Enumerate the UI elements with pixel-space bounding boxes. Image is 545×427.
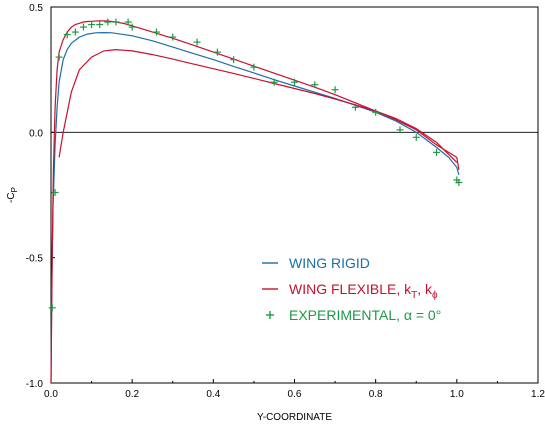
experimental-point (291, 78, 298, 86)
legend-label-flexible-sub2: ϕ (432, 290, 438, 301)
x-axis-ticks: 0.0 0.2 0.4 0.6 0.8 1.0 1.2 (44, 379, 545, 400)
legend-label-flexible-main: WING FLEXIBLE, k (289, 281, 412, 297)
y-tick-label: -1.0 (26, 379, 44, 390)
experimental-point (270, 78, 278, 86)
series-rigid-line (50, 31, 460, 384)
y-axis-title-sub: P (10, 187, 19, 192)
experimental-point (311, 81, 319, 89)
x-tick-label: 0.4 (206, 389, 220, 400)
experimental-point (230, 56, 238, 64)
experimental-point (71, 28, 79, 36)
legend-label-flexible-sep: , k (417, 281, 433, 297)
plot-frame (50, 6, 539, 384)
experimental-point (193, 38, 201, 46)
x-tick-label: 0.2 (125, 389, 139, 400)
x-tick-label: 0.8 (369, 389, 383, 400)
experimental-point (169, 33, 177, 41)
x-tick-label: 1.2 (531, 389, 545, 400)
x-axis-title: Y-COORDINATE (257, 412, 332, 423)
experimental-point (433, 148, 441, 156)
y-tick-label: 0.0 (29, 128, 43, 139)
legend-label-rigid: WING RIGID (289, 255, 370, 271)
experimental-point (128, 23, 136, 31)
experimental-point (250, 63, 258, 71)
experimental-point (48, 304, 56, 312)
y-tick-label: 0.5 (29, 3, 43, 14)
experimental-point (412, 133, 420, 141)
experimental-point (331, 86, 339, 94)
series-flexible-lower-line (58, 48, 458, 163)
legend-item-rigid: WING RIGID (262, 255, 370, 271)
experimental-point (153, 28, 161, 36)
experimental-point (104, 18, 112, 26)
y-tick-label: -0.5 (26, 254, 44, 265)
x-tick-label: 0.0 (44, 389, 58, 400)
experimental-point (213, 48, 221, 56)
y-axis-title-main: -C (6, 192, 17, 203)
legend-label-flexible: WING FLEXIBLE, kT, kϕ (289, 281, 438, 301)
legend-marker-experimental (266, 311, 274, 319)
legend-label-flexible-sub1: T (411, 290, 417, 301)
experimental-point (112, 18, 120, 26)
experimental-point (96, 21, 104, 29)
x-tick-label: 0.6 (288, 389, 302, 400)
x-tick-label: 1.0 (450, 389, 464, 400)
experimental-point (124, 18, 132, 26)
experimental-point (455, 178, 463, 186)
legend: WING RIGID WING FLEXIBLE, kT, kϕ EXPERIM… (262, 255, 441, 323)
series-flexible-line (50, 20, 460, 384)
experimental-point (51, 188, 59, 196)
experimental-point (396, 126, 404, 134)
experimental-point (372, 108, 380, 116)
experimental-point (63, 31, 71, 39)
legend-item-flexible: WING FLEXIBLE, kT, kϕ (262, 281, 438, 301)
legend-item-experimental: EXPERIMENTAL, α = 0° (266, 307, 441, 323)
experimental-point (55, 53, 63, 61)
series-layer (48, 18, 463, 384)
experimental-point (88, 21, 96, 29)
legend-label-experimental: EXPERIMENTAL, α = 0° (289, 307, 441, 323)
y-axis-title: -CP (6, 187, 19, 203)
experimental-point (351, 103, 359, 111)
experimental-point (79, 23, 87, 31)
